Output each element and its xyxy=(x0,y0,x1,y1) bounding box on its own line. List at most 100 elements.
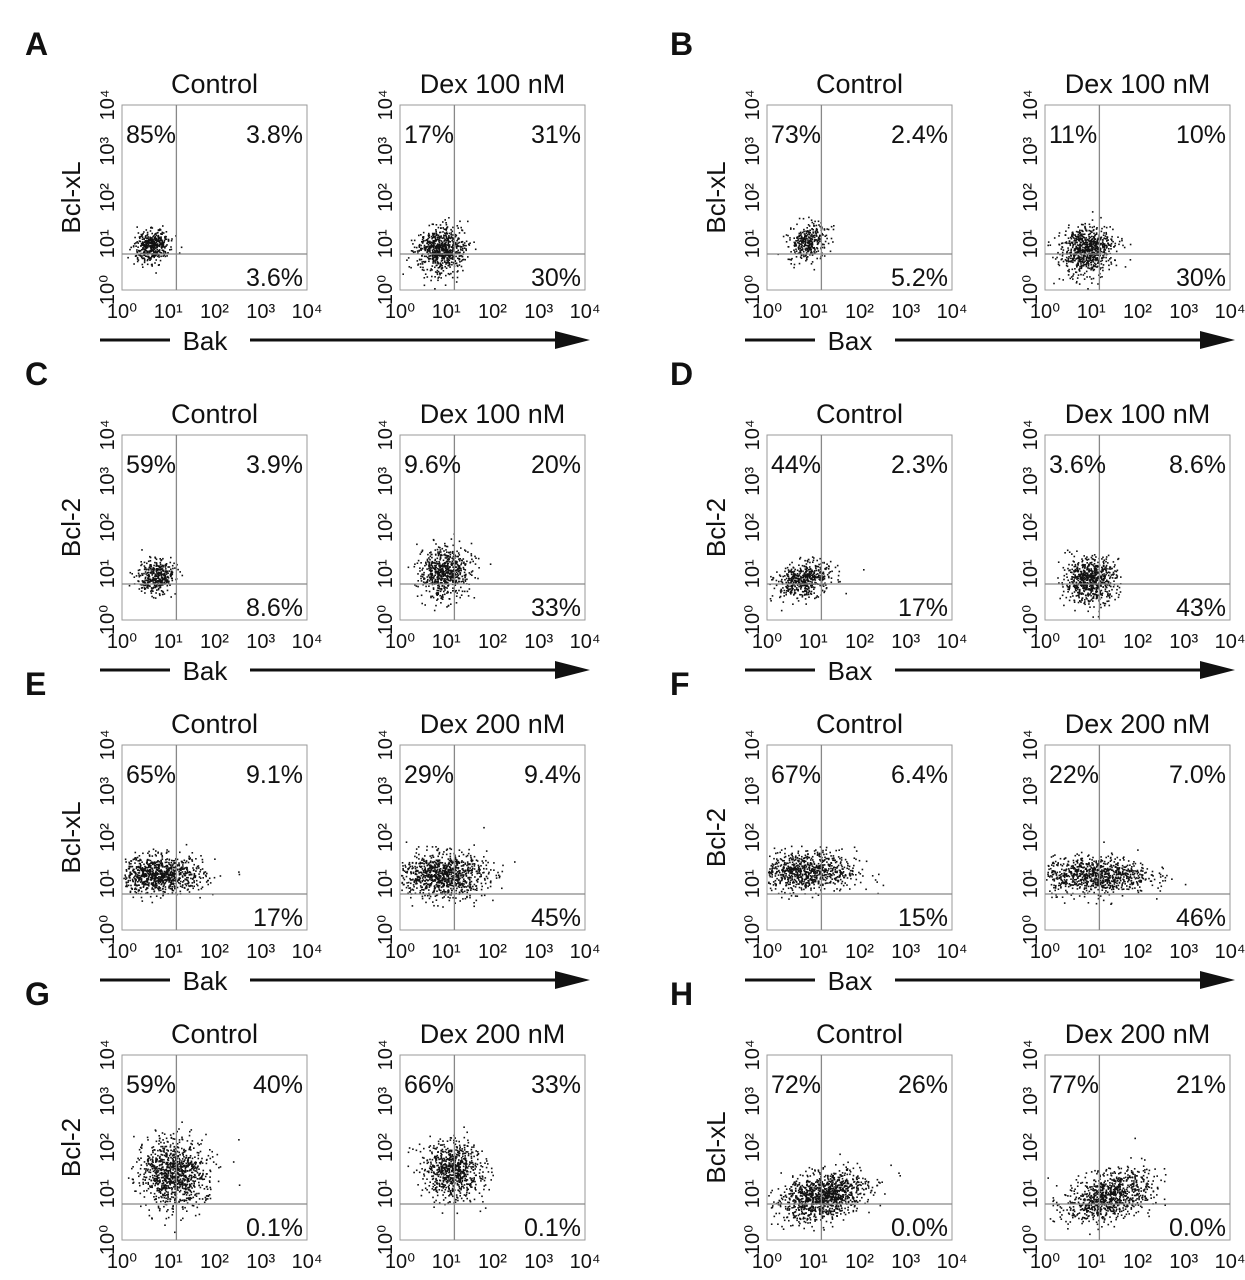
scatter-point xyxy=(1056,256,1058,259)
scatter-point xyxy=(817,565,819,568)
scatter-point xyxy=(1083,236,1085,239)
x-tick-label: 10¹ xyxy=(432,631,461,653)
scatter-point xyxy=(423,244,426,247)
scatter-point xyxy=(1062,279,1064,281)
scatter-point xyxy=(803,238,806,240)
scatter-point xyxy=(1086,256,1089,258)
scatter-point xyxy=(802,253,805,256)
scatter-point xyxy=(451,257,454,259)
scatter-point xyxy=(1083,586,1086,589)
scatter-point xyxy=(145,568,148,571)
scatter-point xyxy=(440,575,443,577)
scatter-point xyxy=(1101,239,1104,241)
scatter-point xyxy=(138,240,141,242)
scatter-point xyxy=(805,237,808,240)
scatter-point xyxy=(1085,558,1088,560)
scatter-point xyxy=(164,580,166,582)
scatter-point xyxy=(418,234,420,237)
scatter-point xyxy=(790,581,792,584)
scatter-point xyxy=(1105,231,1107,234)
scatter-point xyxy=(162,246,164,248)
scatter-point xyxy=(1070,248,1073,251)
scatter-point xyxy=(424,564,426,567)
scatter-point xyxy=(446,571,449,573)
scatter-point xyxy=(463,247,466,249)
scatter-point xyxy=(449,572,451,575)
scatter-point xyxy=(165,580,167,582)
scatter-point xyxy=(793,574,796,577)
scatter-point xyxy=(418,245,420,247)
scatter-point xyxy=(1085,585,1087,588)
scatter-point xyxy=(1103,246,1106,249)
scatter-point xyxy=(809,240,811,242)
scatter-point xyxy=(432,240,434,242)
scatter-point xyxy=(451,560,454,563)
quadrant-lower-right: 17% xyxy=(898,594,948,622)
scatter-point xyxy=(140,249,143,251)
scatter-point xyxy=(813,247,815,250)
scatter-point xyxy=(465,249,467,252)
scatter-point xyxy=(815,227,818,230)
scatter-point xyxy=(1100,581,1103,583)
scatter-point xyxy=(153,234,155,237)
scatter-point xyxy=(808,590,811,593)
scatter-point xyxy=(161,576,163,579)
scatter-point xyxy=(1103,256,1105,259)
scatter-point xyxy=(164,881,167,884)
scatter-point xyxy=(170,246,172,248)
scatter-point xyxy=(143,869,145,872)
scatter-point xyxy=(1077,562,1080,564)
scatter-point xyxy=(802,580,805,583)
plot-frame xyxy=(399,434,586,621)
scatter-point xyxy=(154,236,157,238)
scatter-point xyxy=(430,246,432,249)
scatter-point xyxy=(178,864,180,867)
y-tick-label: 10³ xyxy=(742,136,764,165)
scatter-point xyxy=(136,258,139,260)
scatter-point xyxy=(157,568,160,570)
scatter-point xyxy=(1071,553,1073,555)
scatter-point xyxy=(1073,601,1076,603)
scatter-point xyxy=(447,254,449,256)
scatter-point xyxy=(434,237,437,240)
scatter-point xyxy=(440,227,442,229)
y-tick-label: 10² xyxy=(97,513,119,542)
scatter-point xyxy=(1084,252,1087,255)
y-tick-label: 10⁴ xyxy=(1020,420,1042,451)
scatter-point xyxy=(1086,582,1088,584)
scatter-point xyxy=(164,238,167,241)
scatter-point xyxy=(162,255,164,257)
scatter-point xyxy=(171,571,173,574)
scatter-point xyxy=(428,236,431,239)
scatter-point xyxy=(1077,564,1079,566)
scatter-point xyxy=(795,256,798,258)
scatter-point xyxy=(440,568,443,570)
scatter-point xyxy=(803,573,805,576)
scatter-point xyxy=(1091,238,1094,240)
scatter-point xyxy=(793,241,796,244)
scatter-point xyxy=(410,250,413,252)
scatter-point xyxy=(438,569,440,571)
scatter-point xyxy=(156,585,158,588)
scatter-point xyxy=(156,573,159,575)
scatter-point xyxy=(1103,573,1105,575)
scatter-point xyxy=(442,559,445,562)
scatter-point xyxy=(802,242,805,244)
scatter-point xyxy=(1095,594,1098,596)
scatter-point xyxy=(1090,577,1093,580)
scatter-point xyxy=(1076,280,1078,283)
scatter-point xyxy=(1100,582,1102,585)
scatter-point xyxy=(150,245,152,247)
scatter-point xyxy=(469,242,471,244)
scatter-point xyxy=(1102,234,1105,236)
scatter-point xyxy=(809,577,811,579)
scatter-point xyxy=(785,591,787,594)
scatter-point xyxy=(435,580,438,583)
scatter-point xyxy=(815,582,817,584)
scatter-point xyxy=(478,567,480,569)
scatter-point xyxy=(195,858,197,860)
scatter-point xyxy=(1079,247,1082,250)
scatter-point xyxy=(152,244,154,246)
scatter-point xyxy=(1088,571,1091,573)
